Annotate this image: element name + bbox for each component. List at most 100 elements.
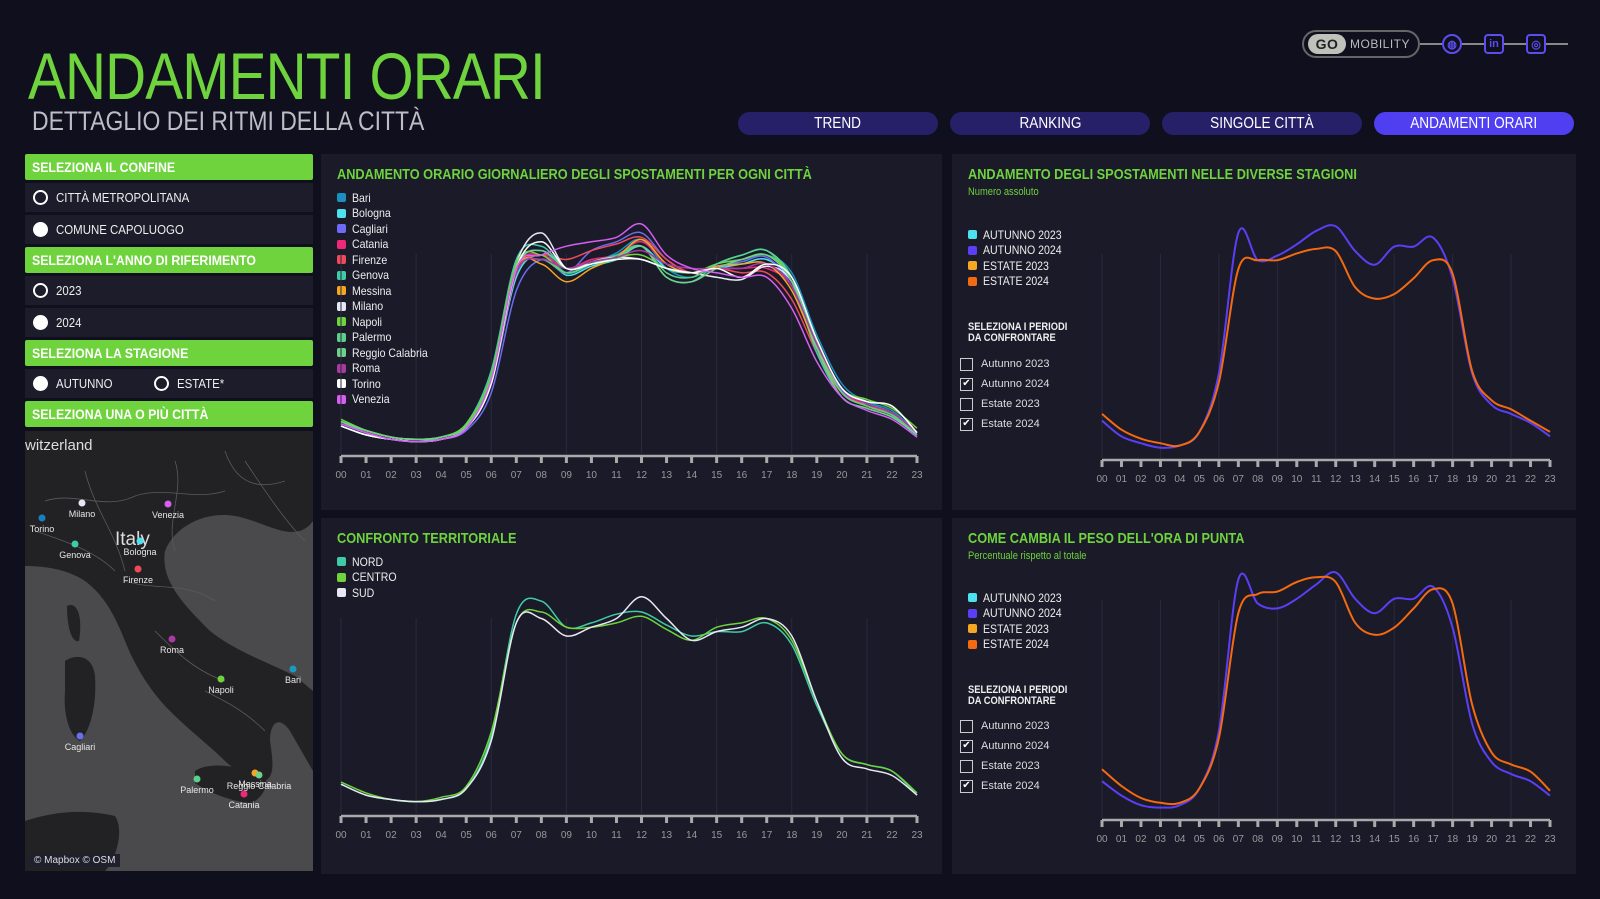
legend-item[interactable]: SUD xyxy=(337,585,403,601)
legend-item[interactable]: Catania xyxy=(337,237,438,253)
radio-comune-capoluogo[interactable]: COMUNE CAPOLUOGO xyxy=(33,222,201,237)
legend-item[interactable]: ESTATE 2024 xyxy=(968,637,1072,653)
series-line-autunno-2024[interactable] xyxy=(1101,571,1551,809)
series-line-genova[interactable] xyxy=(340,243,918,443)
checkbox-empty-icon[interactable] xyxy=(960,759,973,773)
series-line-bologna[interactable] xyxy=(340,245,918,443)
city-marker-cagliari[interactable] xyxy=(76,732,84,740)
city-marker-messina[interactable] xyxy=(251,769,259,777)
series-line-estate-2024[interactable] xyxy=(1101,575,1551,806)
series-line-venezia[interactable] xyxy=(340,222,918,443)
legend-item[interactable]: AUTUNNO 2023 xyxy=(968,227,1072,243)
legend-item[interactable]: NORD xyxy=(337,554,403,570)
city-marker-roma[interactable] xyxy=(168,635,176,643)
radio-2023[interactable]: 2023 xyxy=(33,283,85,298)
city-marker-bologna[interactable] xyxy=(136,537,144,545)
checkbox-estate-2023[interactable]: Estate 2023 xyxy=(960,756,1050,776)
series-line-torino[interactable] xyxy=(340,241,918,443)
series-line-sud[interactable] xyxy=(340,595,918,803)
series-line-messina[interactable] xyxy=(340,238,918,441)
radio-estate[interactable]: ESTATE* xyxy=(154,376,231,391)
option-row: COMUNE CAPOLUOGO xyxy=(25,215,313,244)
legend-item[interactable]: ESTATE 2023 xyxy=(968,258,1072,274)
radio-icon[interactable] xyxy=(33,376,48,391)
instagram-icon[interactable]: ◎ xyxy=(1526,34,1547,54)
legend-item[interactable]: Bari xyxy=(337,190,438,206)
linkedin-icon[interactable]: in xyxy=(1484,34,1505,54)
checkbox-autunno-2024[interactable]: ✔ Autunno 2024 xyxy=(960,374,1050,394)
series-line-cagliari[interactable] xyxy=(340,231,918,443)
city-label-napoli: Napoli xyxy=(208,685,234,695)
city-marker-venezia[interactable] xyxy=(164,500,172,508)
radio-icon[interactable] xyxy=(33,283,48,298)
checkbox-checked-icon[interactable]: ✔ xyxy=(960,739,973,753)
radio-icon[interactable] xyxy=(154,376,170,391)
series-line-centro[interactable] xyxy=(340,608,918,803)
city-marker-torino[interactable] xyxy=(38,514,46,522)
checkbox-autunno-2023[interactable]: Autunno 2023 xyxy=(960,716,1050,736)
series-line-catania[interactable] xyxy=(340,241,918,441)
x-tick-label: 04 xyxy=(1174,834,1186,845)
series-line-autunno-2024[interactable] xyxy=(1101,224,1551,449)
city-label-palermo: Palermo xyxy=(180,785,214,795)
checkbox-autunno-2024[interactable]: ✔ Autunno 2024 xyxy=(960,736,1050,756)
checkbox-checked-icon[interactable]: ✔ xyxy=(960,779,973,793)
checkbox-estate-2024[interactable]: ✔ Estate 2024 xyxy=(960,414,1050,434)
checkbox-empty-icon[interactable] xyxy=(960,397,973,411)
city-marker-napoli[interactable] xyxy=(217,675,225,683)
checkbox-autunno-2023[interactable]: Autunno 2023 xyxy=(960,354,1050,374)
legend-item[interactable]: ESTATE 2024 xyxy=(968,274,1072,290)
x-tick xyxy=(1353,820,1357,827)
city-marker-catania[interactable] xyxy=(240,790,248,798)
radio-citta-metropolitana[interactable]: CITTÀ METROPOLITANA xyxy=(33,190,207,205)
radio-icon[interactable] xyxy=(33,222,48,237)
tab-andamenti-orari[interactable]: ANDAMENTI ORARI xyxy=(1374,112,1574,135)
checkbox-estate-2023[interactable]: Estate 2023 xyxy=(960,394,1050,414)
x-tick-label: 07 xyxy=(511,470,523,481)
checkbox-estate-2024[interactable]: ✔ Estate 2024 xyxy=(960,776,1050,796)
map-attribution[interactable]: © Mapbox © OSM xyxy=(29,854,121,867)
city-marker-milano[interactable] xyxy=(78,499,86,507)
city-marker-bari[interactable] xyxy=(289,665,297,673)
globe-icon[interactable]: ◍ xyxy=(1442,34,1463,54)
legend-item[interactable]: CENTRO xyxy=(337,570,403,586)
go-mobility-logo[interactable]: GO MOBILITY xyxy=(1302,30,1421,58)
checkbox-checked-icon[interactable]: ✔ xyxy=(960,417,973,431)
checkbox-empty-icon[interactable] xyxy=(960,719,973,733)
city-marker-palermo[interactable] xyxy=(193,775,201,783)
legend-item[interactable]: AUTUNNO 2023 xyxy=(968,590,1072,606)
city-marker-genova[interactable] xyxy=(71,540,79,548)
x-tick xyxy=(1178,460,1182,467)
legend-item[interactable]: Bologna xyxy=(337,206,438,222)
radio-icon[interactable] xyxy=(33,315,48,330)
legend-item[interactable]: ESTATE 2023 xyxy=(968,621,1072,637)
tab-singole-citta[interactable]: SINGOLE CITTÀ xyxy=(1162,112,1362,135)
series-line-palermo[interactable] xyxy=(340,245,918,441)
series-line-milano[interactable] xyxy=(340,232,918,443)
radio-2024[interactable]: 2024 xyxy=(33,315,85,330)
series-line-bari[interactable] xyxy=(340,238,918,443)
x-tick xyxy=(539,456,543,463)
tab-ranking[interactable]: RANKING xyxy=(950,112,1150,135)
series-line-nord[interactable] xyxy=(340,597,918,803)
tab-trend[interactable]: TREND xyxy=(738,112,938,135)
series-line-estate-2024[interactable] xyxy=(1101,246,1551,448)
chart-title: COME CAMBIA IL PESO DELL'ORA DI PUNTA xyxy=(968,530,1245,547)
series-line-roma[interactable] xyxy=(340,249,918,443)
legend-item[interactable]: AUTUNNO 2024 xyxy=(968,243,1072,259)
city-marker-firenze[interactable] xyxy=(134,565,142,573)
checkbox-empty-icon[interactable] xyxy=(960,357,973,371)
series-line-napoli[interactable] xyxy=(340,250,918,441)
radio-autunno[interactable]: AUTUNNO xyxy=(33,376,120,391)
seasons-line-chart: 00 01 02 03 04 05 06 07 08 09 10 11 12 13 14 15 16 17 18 19… xyxy=(1096,224,1556,485)
city-marker-reggio-calabria[interactable] xyxy=(255,771,263,779)
x-tick-label: 13 xyxy=(1350,474,1362,485)
x-tick-label: 09 xyxy=(561,470,573,481)
checkbox-checked-icon[interactable]: ✔ xyxy=(960,377,973,391)
series-line-reggio-calabria[interactable] xyxy=(340,245,918,441)
series-line-firenze[interactable] xyxy=(340,236,918,443)
legend-item[interactable]: Cagliari xyxy=(337,221,438,237)
city-map[interactable]: witzerland Italy Milano Torino Venezia G… xyxy=(25,431,313,871)
radio-icon[interactable] xyxy=(33,190,48,205)
legend-item[interactable]: AUTUNNO 2024 xyxy=(968,606,1072,622)
